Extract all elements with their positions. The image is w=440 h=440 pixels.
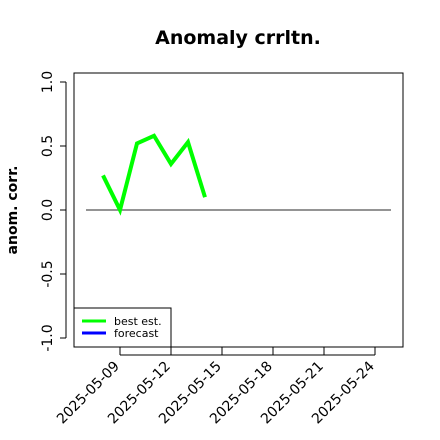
legend-label: forecast (114, 327, 159, 340)
y-tick-label: 0.0 (40, 199, 56, 221)
x-axis: 2025-05-092025-05-122025-05-152025-05-18… (54, 347, 378, 427)
y-tick-label: 1.0 (40, 71, 56, 93)
legend-label: best est. (114, 315, 162, 328)
y-axis: -1.0 -0.5 0.0 0.5 1.0 (40, 71, 67, 352)
y-tick-label: 0.5 (40, 135, 56, 157)
plot-area-frame (73, 72, 404, 348)
y-axis-label: anom. corr. (5, 166, 21, 255)
y-tick-label: -1.0 (40, 324, 56, 351)
legend-box (73, 307, 172, 348)
y-tick-label: -0.5 (40, 260, 56, 287)
legend: best est.forecast (73, 307, 172, 348)
chart-title: Anomaly crrltn. (155, 27, 321, 49)
series-layer (101, 133, 207, 216)
series-line (101, 133, 207, 216)
